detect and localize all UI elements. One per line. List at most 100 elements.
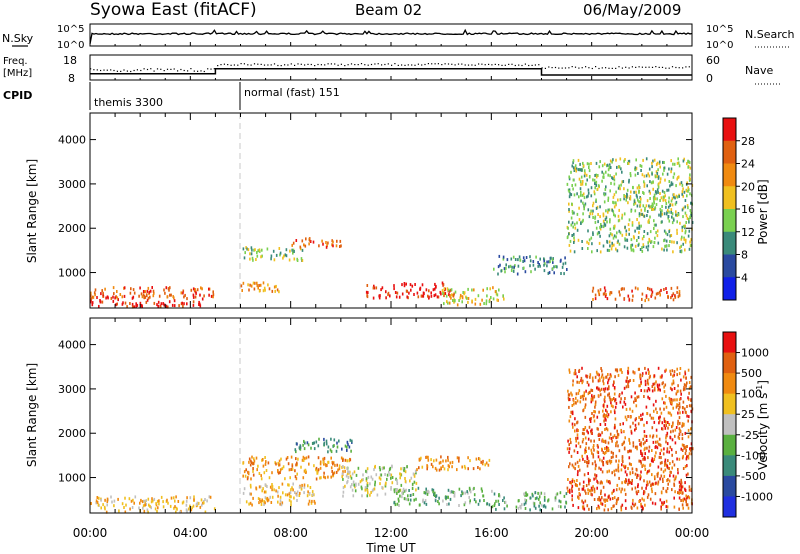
power-cell <box>158 294 161 298</box>
power-cell <box>561 265 564 269</box>
power-cell <box>689 209 692 212</box>
power-cell <box>432 288 435 292</box>
velocity-cell <box>616 440 618 444</box>
power-cell <box>462 291 464 294</box>
velocity-cell <box>564 505 566 509</box>
velocity-cell <box>277 471 280 475</box>
velocity-cell <box>646 412 648 415</box>
velocity-cell <box>610 456 613 460</box>
velocity-cell <box>344 458 347 462</box>
velocity-cell <box>644 379 647 383</box>
power-cell <box>624 237 626 241</box>
velocity-cell <box>678 437 681 440</box>
power-cell <box>602 225 605 229</box>
velocity-cell <box>669 436 672 440</box>
power-cell <box>563 272 565 276</box>
velocity-cell <box>264 501 266 505</box>
power-cell <box>684 229 687 233</box>
velocity-cell <box>342 470 344 474</box>
velocity-cell <box>627 366 630 370</box>
power-cell <box>657 190 659 194</box>
nave-dot <box>441 64 443 66</box>
power-cell <box>157 300 160 304</box>
velocity-cell <box>587 392 590 396</box>
nave-dot <box>648 66 650 68</box>
power-cell <box>653 227 655 230</box>
velocity-cell <box>635 490 638 494</box>
power-cell <box>144 290 146 294</box>
velocity-cell <box>604 423 607 426</box>
power-cell <box>667 215 670 218</box>
velocity-cell <box>315 477 318 481</box>
power-cell <box>662 160 664 164</box>
power-cell <box>659 180 662 184</box>
power-cell <box>647 286 649 290</box>
velocity-cell <box>133 501 135 505</box>
velocity-cell <box>611 491 613 495</box>
velocity-cell <box>151 497 153 501</box>
velocity-cell <box>384 484 387 488</box>
power-cell <box>588 238 591 242</box>
velocity-cell <box>647 395 649 399</box>
velocity-cell <box>258 485 261 489</box>
nave-dot <box>494 63 496 65</box>
velocity-cell <box>447 468 449 472</box>
velocity-cell <box>641 464 643 468</box>
velocity-cell <box>584 403 587 407</box>
power-cell <box>165 286 168 290</box>
velocity-cell <box>291 464 294 468</box>
power-cell <box>587 208 590 212</box>
power-cell <box>327 241 329 245</box>
power-cell <box>580 168 583 172</box>
power-cell <box>620 167 622 171</box>
power-cell <box>598 165 601 169</box>
power-cell <box>649 239 651 243</box>
power-cell <box>422 294 425 298</box>
velocity-cell <box>322 457 324 461</box>
power-cell <box>408 291 410 295</box>
velocity-cell <box>618 459 620 463</box>
velocity-cell <box>668 396 671 400</box>
velocity-cell <box>641 497 643 501</box>
velocity-cell <box>622 422 624 426</box>
velocity-cell <box>148 503 150 507</box>
velocity-cell <box>106 500 109 503</box>
velocity-cell <box>659 415 661 419</box>
nave-dot <box>324 64 326 66</box>
power-cell <box>615 203 617 207</box>
velocity-cell <box>390 473 393 477</box>
velocity-cell <box>662 486 665 490</box>
velocity-cell <box>575 444 577 448</box>
velocity-cell <box>341 465 343 469</box>
velocity-cell <box>491 505 494 509</box>
power-cell <box>663 191 666 194</box>
velocity-cell <box>590 429 592 433</box>
velocity-cell <box>197 501 200 505</box>
power-cell <box>152 294 155 298</box>
power-cell <box>479 302 482 306</box>
nave-dot <box>591 67 593 70</box>
velocity-cell <box>576 421 578 425</box>
velocity-cell <box>338 439 340 443</box>
power-cell <box>101 289 103 293</box>
velocity-cell <box>681 437 684 441</box>
velocity-cell <box>316 471 318 475</box>
velocity-cell <box>590 448 593 452</box>
power-cell <box>212 295 214 299</box>
nave-dot <box>574 66 577 68</box>
velocity-cell <box>581 454 583 458</box>
velocity-cell <box>344 444 347 448</box>
freq-tick-bottom: 8 <box>68 72 75 85</box>
velocity-cell <box>497 499 500 503</box>
velocity-cell <box>271 485 274 489</box>
power-cell <box>560 258 562 262</box>
velocity-cell <box>323 475 325 479</box>
time-tick-label: 04:00 <box>173 526 208 540</box>
velocity-cell <box>298 494 301 497</box>
velocity-cell <box>679 484 681 488</box>
velocity-cell <box>361 478 363 482</box>
power-cell <box>613 182 616 186</box>
velocity-cell <box>643 490 646 494</box>
velocity-cell <box>640 441 642 445</box>
velocity-cell <box>319 460 322 464</box>
